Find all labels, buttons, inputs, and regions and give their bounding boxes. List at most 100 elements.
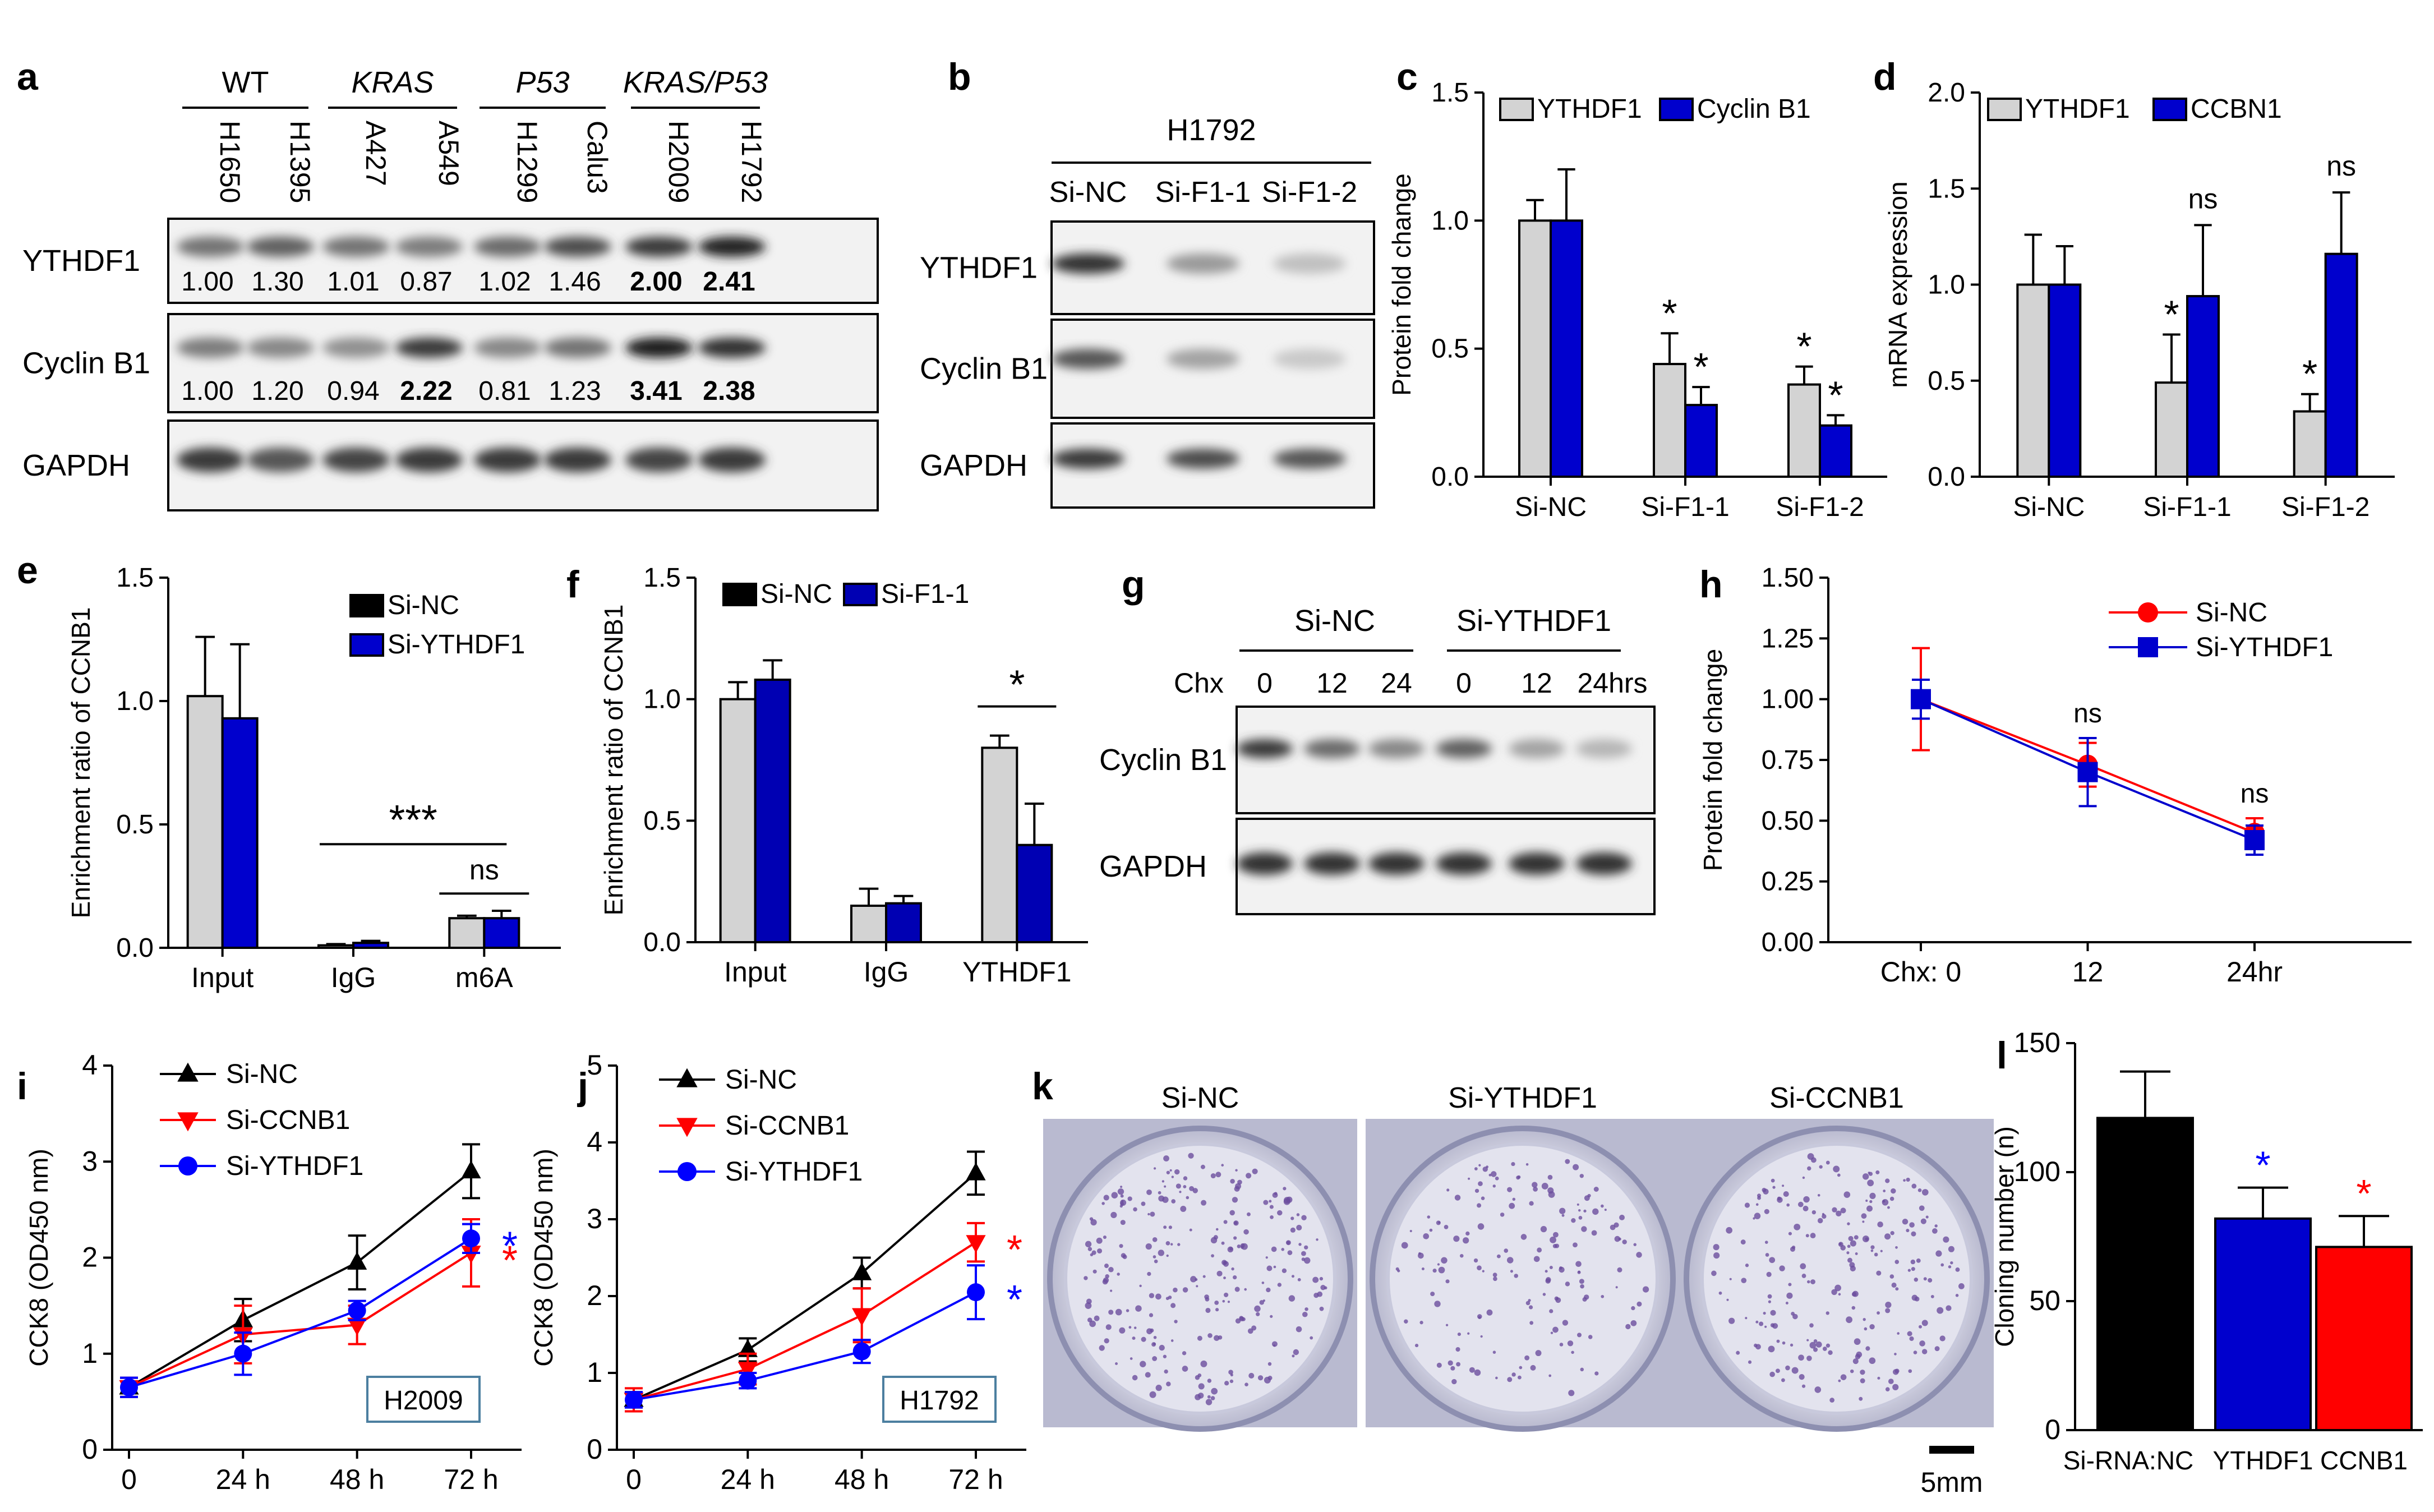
blot-band (395, 448, 463, 472)
colony (1884, 1233, 1891, 1240)
blot-band (1167, 449, 1239, 469)
colony (1552, 1326, 1559, 1333)
blot-group-label: Si-NC (1294, 604, 1375, 638)
colony (1473, 1258, 1478, 1263)
bar (981, 746, 1018, 944)
colony (1320, 1284, 1326, 1290)
colony (1150, 1211, 1155, 1217)
colony (1293, 1349, 1299, 1356)
colony (1833, 1165, 1840, 1173)
colony (1520, 1234, 1527, 1240)
colony (1948, 1265, 1952, 1269)
series-line (633, 1241, 977, 1401)
colony (1763, 1188, 1769, 1195)
lane-label: Si-NC (1049, 176, 1127, 209)
colony (1889, 1196, 1894, 1201)
legend-label: Si-NC (725, 1065, 797, 1095)
colony (1540, 1225, 1547, 1233)
colony (1847, 1244, 1851, 1248)
colony (1277, 1210, 1283, 1216)
colony (1207, 1333, 1213, 1338)
colony (1788, 1283, 1792, 1287)
colony (1256, 1312, 1260, 1316)
colony (1525, 1301, 1531, 1306)
colony (1801, 1274, 1806, 1278)
colony (1130, 1357, 1133, 1360)
panel-letter-h: h (1699, 563, 1723, 606)
colony (1481, 1196, 1485, 1200)
blot-band (698, 448, 766, 472)
colony (1614, 1222, 1619, 1228)
colony (1631, 1306, 1635, 1311)
lane-label: H1792 (736, 121, 767, 203)
colony (1183, 1176, 1188, 1181)
colony (1486, 1309, 1493, 1316)
colony (1132, 1375, 1138, 1381)
colony (1920, 1218, 1926, 1224)
colony (1807, 1280, 1810, 1284)
colony (1221, 1241, 1225, 1245)
legend-label: Si-YTHDF1 (388, 630, 525, 660)
colony (1577, 1270, 1581, 1274)
colony (1154, 1259, 1158, 1264)
colony (1561, 1214, 1565, 1217)
panel-letter-l: l (1997, 1034, 2007, 1077)
colony (1267, 1362, 1272, 1366)
colony (1310, 1336, 1313, 1340)
colony (1859, 1396, 1863, 1401)
chx-label: Chx (1174, 667, 1224, 699)
data-point (234, 1344, 252, 1363)
blot-g: Si-NC Si-YTHDF1 Chx 0 12 24 0 12 24hrs Cyclin B1 G… (1099, 604, 1656, 915)
colony (1454, 1195, 1461, 1201)
blot-band (1304, 852, 1360, 875)
colony (1862, 1220, 1865, 1223)
blot-header: H1792 (1167, 113, 1256, 147)
colony (1729, 1278, 1732, 1280)
blot-row-label: YTHDF1 (22, 244, 140, 278)
y-tick-label: 1.0 (116, 686, 154, 716)
colony (1223, 1220, 1228, 1224)
colony (1096, 1237, 1103, 1244)
colony (1179, 1191, 1182, 1193)
colony (1877, 1376, 1880, 1380)
x-tick-label: CCNB1 (2320, 1446, 2408, 1475)
panel-letter-c: c (1396, 56, 1418, 98)
colony (1897, 1332, 1900, 1335)
colony (1914, 1278, 1919, 1282)
bar (1787, 383, 1821, 478)
colony (1828, 1350, 1833, 1355)
data-point (177, 1112, 199, 1132)
colony (1786, 1203, 1790, 1207)
colony (1583, 1209, 1587, 1213)
colony (1216, 1228, 1219, 1231)
x-tick-label: 12 (2072, 956, 2104, 988)
blot-group-label: KRAS/P53 (623, 66, 768, 99)
blot-group-label: Si-YTHDF1 (1456, 604, 1611, 638)
colony (1809, 1323, 1814, 1328)
colony (1141, 1336, 1146, 1342)
colony (1147, 1213, 1150, 1216)
blot-a: WT H1650 H1395 KRAS A427 A549 P53 H1299 Calu3 KRA… (22, 66, 879, 511)
colony (1810, 1233, 1816, 1239)
colony (1854, 1235, 1859, 1240)
colony (1637, 1301, 1642, 1307)
blot-group-label: WT (222, 66, 269, 99)
blot-quant: 1.00 (181, 376, 233, 406)
blot-row-label: Cyclin B1 (1099, 743, 1227, 777)
y-axis-label: Protein fold change (1387, 173, 1416, 395)
y-tick-label: 100 (2014, 1156, 2060, 1187)
colony (1792, 1313, 1798, 1320)
panel-letter-i: i (17, 1065, 27, 1108)
y-axis-label: Enrichment ratio of CCNB1 (599, 605, 628, 916)
panel-letter-k: k (1032, 1065, 1053, 1108)
colony (1164, 1185, 1167, 1188)
colony (1270, 1315, 1273, 1318)
colony (1301, 1215, 1307, 1220)
blot-row-label: Cyclin B1 (920, 352, 1048, 386)
data-point (2138, 602, 2158, 623)
legend-label: Si-YTHDF1 (725, 1157, 863, 1187)
colony (1518, 1375, 1522, 1380)
colony (1200, 1164, 1205, 1169)
colony (1525, 1163, 1529, 1166)
colony (1395, 1267, 1399, 1271)
